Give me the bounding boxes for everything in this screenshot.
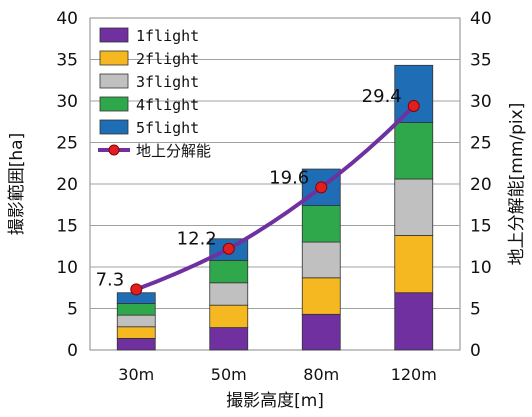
legend-marker bbox=[108, 144, 120, 156]
x-tick-label: 80m bbox=[303, 365, 339, 384]
y2-tick-label: 35 bbox=[470, 51, 492, 71]
bar-segment-2flight bbox=[209, 304, 249, 328]
y2-tick-label: 0 bbox=[470, 341, 481, 361]
bar-segment-5flight bbox=[394, 64, 434, 123]
line-marker bbox=[130, 283, 143, 296]
y2-axis-label: 地上分解能[mm/pix] bbox=[507, 103, 527, 266]
legend-swatch-5flight bbox=[99, 119, 129, 135]
y2-tick-label: 30 bbox=[470, 92, 492, 112]
x-tick-label: 30m bbox=[118, 365, 154, 384]
bar-segment-4flight bbox=[301, 205, 341, 243]
y2-tick-label: 20 bbox=[470, 175, 492, 195]
bar-segment-4flight bbox=[209, 259, 249, 284]
y2-tick-label: 5 bbox=[470, 300, 481, 320]
data-label: 12.2 bbox=[177, 229, 217, 250]
data-label: 7.3 bbox=[96, 269, 125, 290]
x-axis-label: 撮影高度[m] bbox=[226, 391, 324, 411]
y-tick-label: 15 bbox=[56, 217, 78, 237]
legend-swatch-3flight bbox=[99, 73, 129, 89]
line-marker bbox=[222, 242, 235, 255]
bar-segment-1flight bbox=[301, 313, 341, 351]
legend-swatch-1flight bbox=[99, 27, 129, 43]
bar-segment-3flight bbox=[116, 314, 156, 328]
x-axis-ticks: 30m 50m 80m 120m bbox=[118, 365, 437, 384]
resolution-line: 7.3 12.2 19.6 29.4 bbox=[96, 86, 420, 296]
legend-label: 4flight bbox=[136, 96, 199, 114]
y2-tick-label: 40 bbox=[470, 9, 492, 29]
bar-segment-3flight bbox=[209, 282, 249, 306]
y2-axis-ticks: 0 5 10 15 20 25 30 35 40 bbox=[470, 9, 492, 361]
bar-segment-3flight bbox=[394, 178, 434, 236]
y-tick-label: 25 bbox=[56, 134, 78, 154]
x-tick-label: 50m bbox=[211, 365, 247, 384]
x-tick-label: 120m bbox=[391, 365, 437, 384]
line-marker bbox=[407, 99, 420, 112]
legend-label: 1flight bbox=[136, 27, 199, 45]
y-tick-label: 35 bbox=[56, 51, 78, 71]
line-path bbox=[135, 104, 416, 292]
bar-segment-4flight bbox=[394, 122, 434, 180]
legend-label: 2flight bbox=[136, 50, 199, 68]
y-tick-label: 0 bbox=[67, 341, 78, 361]
y-tick-label: 40 bbox=[56, 9, 78, 29]
y-tick-label: 30 bbox=[56, 92, 78, 112]
bar-segment-2flight bbox=[394, 235, 434, 294]
bar-segment-2flight bbox=[301, 277, 341, 315]
legend-swatch-4flight bbox=[99, 96, 129, 112]
bar-segment-3flight bbox=[301, 241, 341, 279]
y-axis-label: 撮影範囲[ha] bbox=[7, 133, 27, 235]
bar-segment-1flight bbox=[394, 292, 434, 351]
data-label: 29.4 bbox=[362, 86, 402, 107]
legend-swatch-2flight bbox=[99, 50, 129, 66]
line-marker bbox=[315, 181, 328, 194]
y-tick-label: 20 bbox=[56, 175, 78, 195]
bar-segment-2flight bbox=[116, 326, 156, 339]
bar-segment-1flight bbox=[209, 327, 249, 351]
data-label: 19.6 bbox=[269, 167, 309, 188]
y2-tick-label: 10 bbox=[470, 258, 492, 278]
y2-tick-label: 15 bbox=[470, 217, 492, 237]
legend-label: 5flight bbox=[136, 119, 199, 137]
bar-segment-4flight bbox=[116, 303, 156, 316]
y2-tick-label: 25 bbox=[470, 134, 492, 154]
bar-segment-1flight bbox=[116, 337, 156, 351]
legend: 1flight 2flight 3flight 4flight 5flight 地上分解能 bbox=[98, 27, 211, 160]
y-tick-label: 10 bbox=[56, 258, 78, 278]
y-tick-label: 5 bbox=[67, 300, 78, 320]
y-axis-ticks: 0 5 10 15 20 25 30 35 40 bbox=[56, 9, 78, 361]
legend-label: 地上分解能 bbox=[136, 142, 211, 160]
bars bbox=[116, 64, 434, 351]
legend-label: 3flight bbox=[136, 73, 199, 91]
